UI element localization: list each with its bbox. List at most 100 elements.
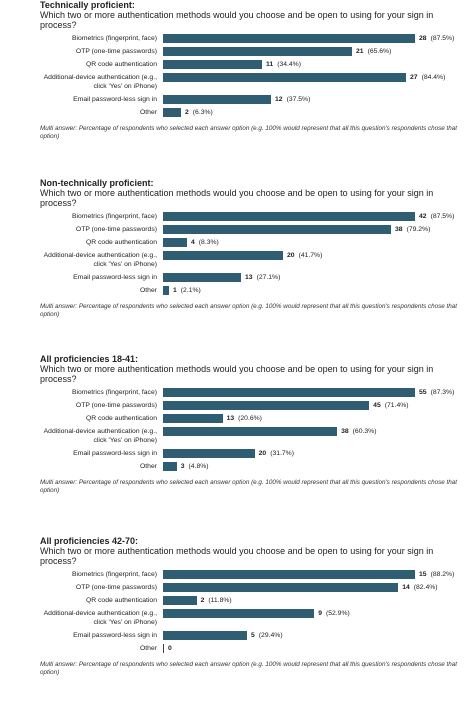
category-label: OTP (one-time passwords) <box>75 48 157 55</box>
count-label: 42 <box>419 213 427 220</box>
percent-label: (6.3%) <box>192 109 213 116</box>
category-label: Biometrics (fingerprint, face) <box>72 389 157 396</box>
footnote: Multi answer: Percentage of respondents … <box>40 125 458 140</box>
bar <box>163 286 169 295</box>
bar-row: Email password-less sign in 5 (29.4%) <box>40 631 472 640</box>
percent-label: (84.4%) <box>421 74 446 81</box>
bar-row: Biometrics (fingerprint, face) 55 (87.3%) <box>40 388 472 397</box>
value-label: 11 (34.4%) <box>262 60 301 69</box>
bar <box>163 427 338 436</box>
bar-row: Other 2 (6.3%) <box>40 108 472 117</box>
bar-row: Additional-device authentication (e.g., … <box>40 251 472 269</box>
count-label: 2 <box>185 109 189 116</box>
percent-label: (27.1%) <box>256 274 281 281</box>
value-label: 4 (8.3%) <box>187 238 219 247</box>
bar <box>163 401 370 410</box>
category-label: Other <box>140 109 157 116</box>
count-label: 55 <box>419 389 427 396</box>
bar <box>163 583 399 592</box>
percent-label: (8.3%) <box>198 239 219 246</box>
bar <box>163 596 197 605</box>
chart-subtitle: Which two or more authentication methods… <box>40 188 434 208</box>
count-label: 1 <box>173 287 177 294</box>
bar-row: OTP (one-time passwords) 21 (65.6%) <box>40 47 472 56</box>
count-label: 13 <box>226 415 235 422</box>
bar <box>163 95 271 104</box>
value-label: 38 (60.3%) <box>337 427 376 436</box>
category-label: QR code authentication <box>85 239 157 246</box>
bar <box>163 212 415 221</box>
bar-row: Biometrics (fingerprint, face) 15 (88.2%) <box>40 570 472 579</box>
bar <box>163 238 187 247</box>
bar-row: Additional-device authentication (e.g., … <box>40 609 472 627</box>
chart-title: All proficiencies 18-41: <box>40 354 139 364</box>
value-label: 9 (52.9%) <box>314 609 350 618</box>
count-label: 20 <box>287 252 295 259</box>
category-label: Email password-less sign in <box>73 274 157 281</box>
bar <box>163 449 255 458</box>
bar-row: Email password-less sign in 20 (31.7%) <box>40 449 472 458</box>
count-label: 38 <box>341 428 349 435</box>
value-label: 20 (31.7%) <box>255 449 294 458</box>
percent-label: (37.5%) <box>286 96 311 103</box>
bar-row: QR code authentication 13 (20.6%) <box>40 414 472 423</box>
bar-row: Email password-less sign in 13 (27.1%) <box>40 273 472 282</box>
count-label: 11 <box>266 61 274 68</box>
bar <box>163 273 241 282</box>
count-label: 12 <box>275 96 283 103</box>
value-label: 2 (11.8%) <box>197 596 232 605</box>
percent-label: (2.1%) <box>180 287 201 294</box>
bar-row: Additional-device authentication (e.g., … <box>40 427 472 445</box>
value-label: 14 (82.4%) <box>398 583 437 592</box>
percent-label: (20.6%) <box>238 415 262 422</box>
chart-title: Technically proficient: <box>40 0 135 10</box>
chart: Non-technically proficient: Which two or … <box>40 178 472 319</box>
bar <box>163 251 283 260</box>
category-label: Email password-less sign in <box>73 632 157 639</box>
count-label: 45 <box>373 402 381 409</box>
count-label: 0 <box>168 645 172 652</box>
percent-label: (87.5%) <box>430 35 455 42</box>
percent-label: (88.2%) <box>430 571 455 578</box>
count-label: 27 <box>410 74 418 81</box>
percent-label: (52.9%) <box>325 610 350 617</box>
category-label: OTP (one-time passwords) <box>75 226 157 233</box>
footnote: Multi answer: Percentage of respondents … <box>40 661 458 676</box>
count-label: 14 <box>402 584 410 591</box>
bar <box>163 414 223 423</box>
bar-row: QR code authentication 2 (11.8%) <box>40 596 472 605</box>
category-label: Biometrics (fingerprint, face) <box>72 213 157 220</box>
percent-label: (11.8%) <box>208 597 232 604</box>
bar <box>163 73 406 82</box>
chart-subtitle: Which two or more authentication methods… <box>40 10 434 30</box>
value-label: 55 (87.3%) <box>415 388 454 397</box>
bar <box>163 570 415 579</box>
category-label: OTP (one-time passwords) <box>75 402 157 409</box>
percent-label: (71.4%) <box>384 402 409 409</box>
count-label: 2 <box>200 597 205 604</box>
value-label: 12 (37.5%) <box>271 95 310 104</box>
category-label: Email password-less sign in <box>73 96 157 103</box>
percent-label: (31.7%) <box>270 450 294 457</box>
bar <box>163 225 391 234</box>
category-label: Additional-device authentication (e.g., … <box>43 428 157 444</box>
bar <box>163 34 415 43</box>
category-label: Biometrics (fingerprint, face) <box>72 571 157 578</box>
value-label: 13 (27.1%) <box>241 273 280 282</box>
value-label: 1 (2.1%) <box>169 286 201 295</box>
percent-label: (4.8%) <box>188 463 209 470</box>
chart: Technically proficient: Which two or more… <box>40 0 472 141</box>
count-label: 15 <box>419 571 427 578</box>
percent-label: (87.5%) <box>430 213 455 220</box>
category-label: Additional-device authentication (e.g., … <box>43 74 157 90</box>
bar-row: QR code authentication 4 (8.3%) <box>40 238 472 247</box>
bar <box>163 60 262 69</box>
percent-label: (34.4%) <box>277 61 301 68</box>
value-label: 2 (6.3%) <box>181 108 213 117</box>
bar-row: Email password-less sign in 12 (37.5%) <box>40 95 472 104</box>
category-label: QR code authentication <box>85 415 157 422</box>
bar-row: Other 1 (2.1%) <box>40 286 472 295</box>
count-label: 5 <box>251 632 255 639</box>
category-label: Other <box>140 463 157 470</box>
category-label: Biometrics (fingerprint, face) <box>72 35 157 42</box>
